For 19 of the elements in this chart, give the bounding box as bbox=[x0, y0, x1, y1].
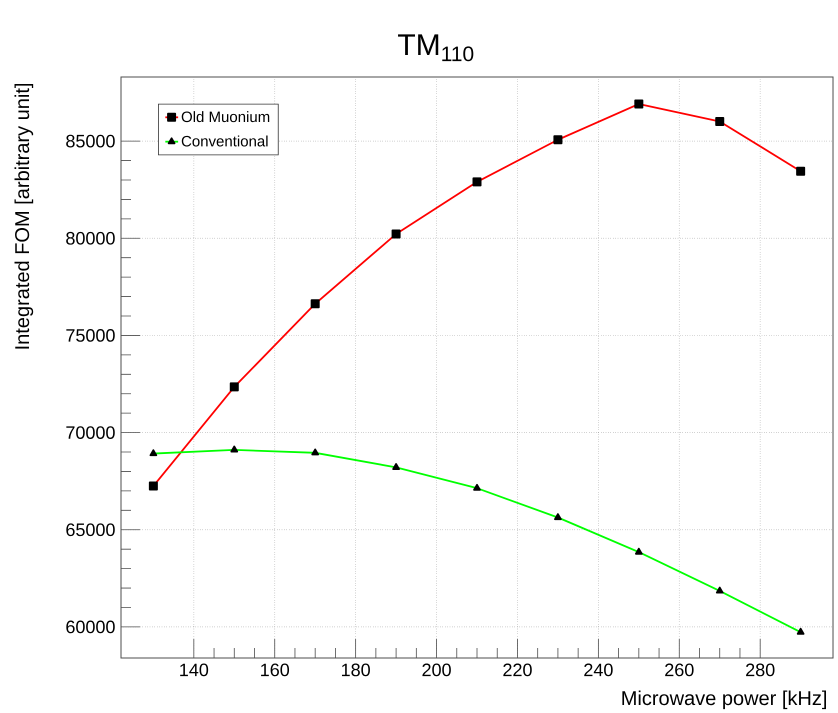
x-tick-label: 280 bbox=[746, 664, 775, 676]
x-tick-label: 220 bbox=[503, 664, 532, 676]
legend-label: Old Muonium bbox=[182, 111, 270, 122]
y-tick-label: 80000 bbox=[66, 232, 115, 245]
y-tick-label: 70000 bbox=[66, 426, 115, 439]
y-tick-label: 85000 bbox=[66, 134, 115, 148]
y-axis-title: Integrated FOM [arbitrary unit] bbox=[14, 84, 34, 349]
legend-label: Conventional bbox=[182, 135, 268, 147]
y-tick-label: 60000 bbox=[66, 620, 115, 634]
x-tick-label: 260 bbox=[665, 664, 694, 676]
x-tick-label: 200 bbox=[422, 664, 451, 676]
x-tick-label: 140 bbox=[180, 664, 208, 676]
x-axis-title: Microwave power [kHz] bbox=[622, 690, 826, 710]
x-tick-label: 180 bbox=[342, 664, 370, 676]
chart-title: TM$_{110}$ bbox=[398, 34, 474, 62]
x-tick-label: 240 bbox=[584, 664, 613, 676]
x-tick-label: 160 bbox=[261, 664, 290, 676]
y-tick-label: 65000 bbox=[66, 523, 115, 536]
y-tick-label: 75000 bbox=[66, 329, 115, 342]
